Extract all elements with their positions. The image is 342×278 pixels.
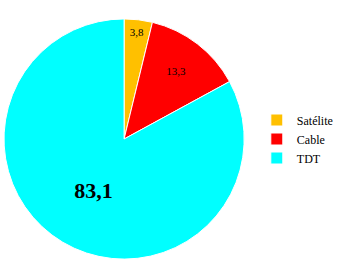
- svg-text:Satélite: Satélite: [297, 114, 333, 128]
- svg-text:Cable: Cable: [297, 133, 325, 147]
- svg-text:3,8: 3,8: [130, 26, 144, 38]
- svg-text:13,3: 13,3: [166, 65, 186, 77]
- svg-text:83,1: 83,1: [74, 178, 113, 203]
- svg-text:TDT: TDT: [297, 152, 321, 166]
